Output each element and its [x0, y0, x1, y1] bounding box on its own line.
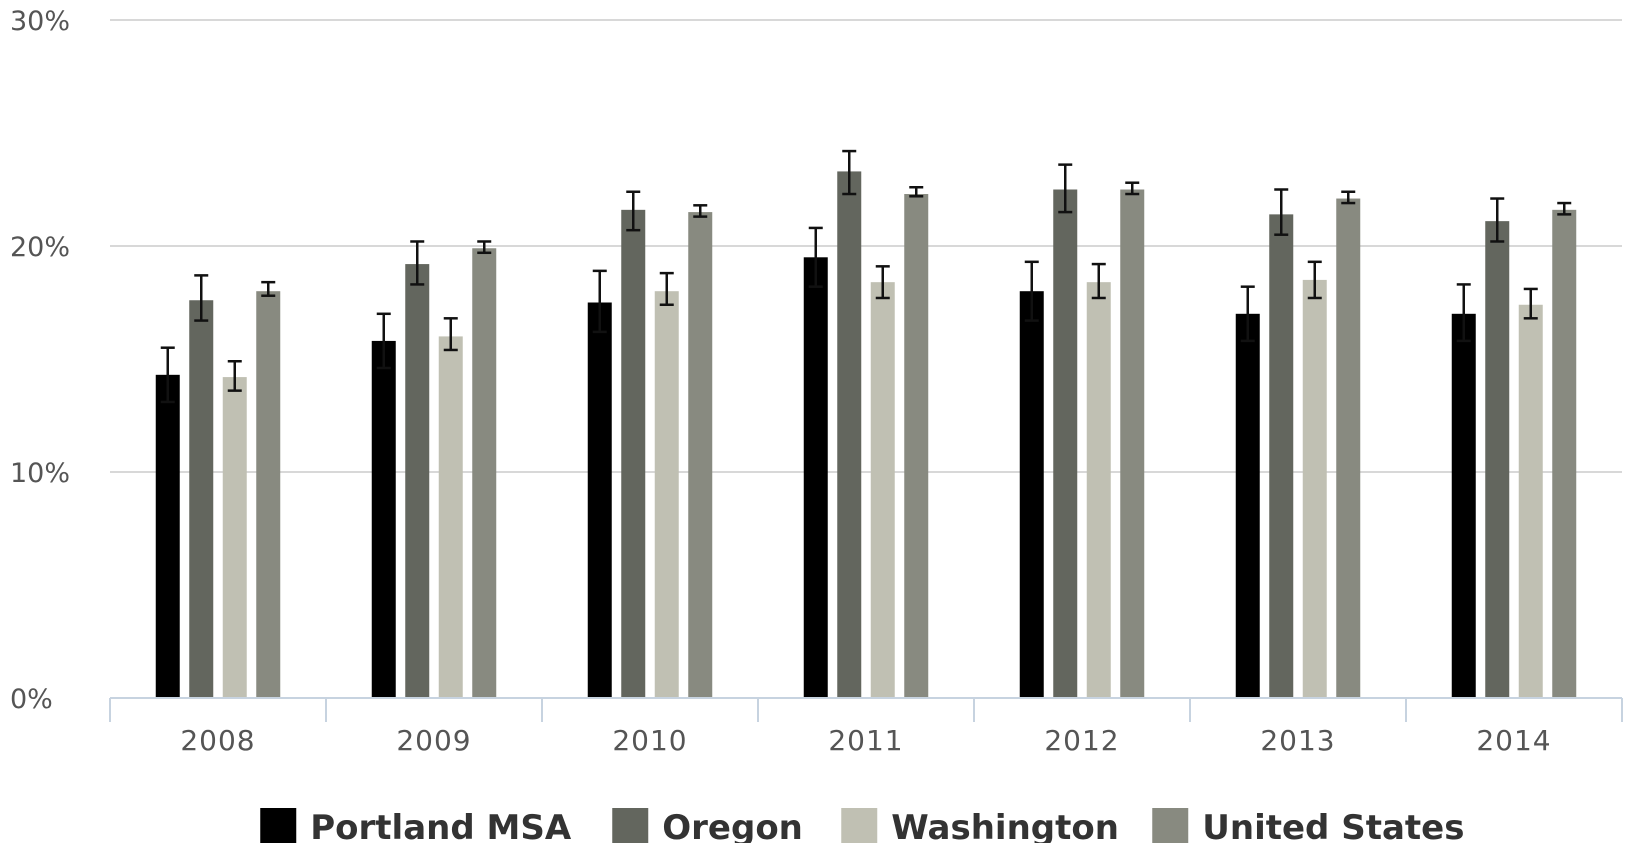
- bar: [654, 291, 679, 698]
- legend-item[interactable]: Washington: [841, 808, 1119, 843]
- bar: [688, 212, 713, 698]
- error-bar: [1523, 287, 1538, 320]
- error-bar: [227, 360, 242, 392]
- error-bar: [808, 226, 823, 288]
- x-tick-label: 2013: [1260, 724, 1335, 757]
- legend[interactable]: Portland MSA Oregon Washington United State…: [260, 808, 1464, 843]
- y-tick-label: 20%: [10, 232, 70, 263]
- bar: [1302, 279, 1327, 698]
- error-bar: [1557, 201, 1572, 216]
- y-axis: 0% 10% 20% 30%: [10, 6, 70, 715]
- y-tick-label: 10%: [10, 458, 70, 489]
- error-bar: [1125, 181, 1140, 196]
- legend-item[interactable]: Portland MSA: [260, 808, 572, 843]
- error-bar: [1307, 260, 1322, 300]
- y-tick-label: 30%: [10, 6, 70, 37]
- bar: [438, 336, 463, 698]
- legend-label: Washington: [891, 808, 1119, 843]
- error-bar: [1240, 285, 1255, 343]
- bar: [189, 300, 214, 698]
- error-bar: [1490, 197, 1505, 243]
- x-tick-label: 2009: [396, 724, 471, 757]
- legend-item[interactable]: Oregon: [612, 808, 803, 843]
- x-tick-label: 2010: [612, 724, 687, 757]
- bar: [1120, 189, 1145, 698]
- legend-label: United States: [1202, 808, 1464, 843]
- y-tick-label: 0%: [10, 684, 53, 715]
- bar: [472, 248, 497, 698]
- error-bar: [693, 204, 708, 218]
- bar: [222, 377, 247, 698]
- legend-label: Portland MSA: [310, 808, 572, 843]
- error-bar: [160, 346, 175, 404]
- bar: [870, 282, 895, 698]
- x-tick-label: 2011: [828, 724, 903, 757]
- error-bar: [592, 269, 607, 334]
- error-bar: [194, 274, 209, 322]
- bar: [1235, 313, 1260, 698]
- x-tick-label: 2012: [1044, 724, 1119, 757]
- x-axis: 2008 2009 2010 2011 2012 2013 2014: [109, 697, 1623, 757]
- error-bar: [477, 240, 492, 255]
- x-tick-label: 2014: [1476, 724, 1551, 757]
- bar: [1451, 313, 1476, 698]
- bar: [371, 340, 396, 698]
- legend-swatch: [260, 808, 297, 843]
- bar: [1518, 304, 1543, 698]
- error-bar: [626, 190, 641, 232]
- error-bar: [1091, 262, 1106, 300]
- grid-lines: [110, 19, 1622, 473]
- bar: [1086, 282, 1111, 698]
- error-bar: [1058, 163, 1073, 214]
- bar: [1552, 209, 1577, 698]
- x-tick-label: 2008: [180, 724, 255, 757]
- legend-swatch: [612, 808, 649, 843]
- bar: [587, 302, 612, 698]
- bars: [155, 171, 1577, 699]
- bar: [621, 209, 646, 698]
- bar: [904, 194, 929, 698]
- bar: [837, 171, 862, 699]
- error-bar: [1341, 190, 1356, 205]
- error-bar: [842, 149, 857, 196]
- bar: [803, 257, 828, 698]
- error-bar: [410, 240, 425, 286]
- error-bar: [1024, 260, 1039, 322]
- bar: [1269, 214, 1294, 699]
- legend-item[interactable]: United States: [1152, 808, 1464, 843]
- error-bar: [1456, 283, 1471, 343]
- bar: [1336, 198, 1361, 699]
- bar: [1485, 221, 1510, 698]
- error-bar: [1274, 188, 1289, 236]
- bar: [405, 264, 430, 698]
- error-bars: [160, 149, 1572, 404]
- error-bar: [376, 312, 391, 370]
- legend-label: Oregon: [662, 808, 803, 843]
- legend-swatch: [841, 808, 878, 843]
- error-bar: [659, 271, 674, 307]
- error-bar: [261, 280, 276, 297]
- error-bar: [443, 317, 458, 352]
- error-bar: [909, 185, 924, 198]
- bar: [155, 374, 180, 698]
- bar: [1019, 291, 1044, 698]
- bar: [1053, 189, 1078, 698]
- error-bar: [875, 265, 890, 300]
- legend-swatch: [1152, 808, 1189, 843]
- bar: [256, 291, 281, 698]
